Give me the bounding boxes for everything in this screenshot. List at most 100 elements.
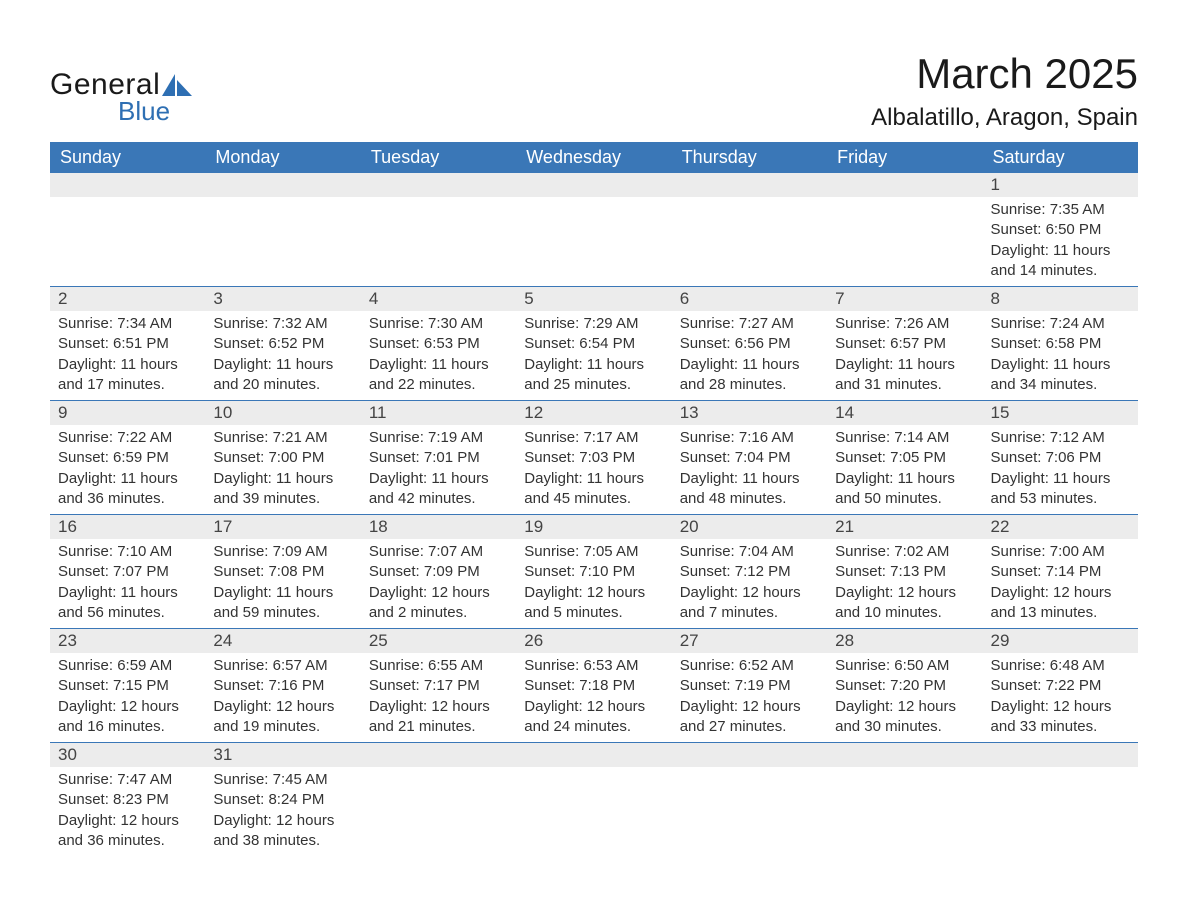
daylight-line-2: and 27 minutes. xyxy=(680,717,819,737)
day-details: Sunrise: 7:07 AMSunset: 7:09 PMDaylight:… xyxy=(361,539,516,628)
calendar-day-cell xyxy=(827,173,982,287)
sunset-line: Sunset: 7:10 PM xyxy=(524,562,663,582)
daylight-line-2: and 39 minutes. xyxy=(213,489,352,509)
calendar-day-cell: 23Sunrise: 6:59 AMSunset: 7:15 PMDayligh… xyxy=(50,629,205,743)
sunset-line: Sunset: 7:16 PM xyxy=(213,676,352,696)
sunset-line: Sunset: 7:01 PM xyxy=(369,448,508,468)
weekday-header: Tuesday xyxy=(361,142,516,173)
sunset-line: Sunset: 8:24 PM xyxy=(213,790,352,810)
sunset-line: Sunset: 7:03 PM xyxy=(524,448,663,468)
day-details: Sunrise: 7:27 AMSunset: 6:56 PMDaylight:… xyxy=(672,311,827,400)
daylight-line-2: and 33 minutes. xyxy=(991,717,1130,737)
sunset-line: Sunset: 7:04 PM xyxy=(680,448,819,468)
daylight-line-1: Daylight: 11 hours xyxy=(835,355,974,375)
daylight-line-1: Daylight: 11 hours xyxy=(524,355,663,375)
day-details: Sunrise: 7:02 AMSunset: 7:13 PMDaylight:… xyxy=(827,539,982,628)
day-number: 27 xyxy=(672,629,827,653)
daylight-line-2: and 36 minutes. xyxy=(58,489,197,509)
weekday-header: Friday xyxy=(827,142,982,173)
day-details xyxy=(983,767,1138,841)
day-number: 19 xyxy=(516,515,671,539)
sunrise-line: Sunrise: 6:53 AM xyxy=(524,656,663,676)
day-details: Sunrise: 7:22 AMSunset: 6:59 PMDaylight:… xyxy=(50,425,205,514)
sunset-line: Sunset: 7:13 PM xyxy=(835,562,974,582)
sunset-line: Sunset: 6:54 PM xyxy=(524,334,663,354)
calendar-day-cell: 1Sunrise: 7:35 AMSunset: 6:50 PMDaylight… xyxy=(983,173,1138,287)
day-details: Sunrise: 7:24 AMSunset: 6:58 PMDaylight:… xyxy=(983,311,1138,400)
daylight-line-1: Daylight: 11 hours xyxy=(835,469,974,489)
day-number: 11 xyxy=(361,401,516,425)
sunrise-line: Sunrise: 7:07 AM xyxy=(369,542,508,562)
day-number: 24 xyxy=(205,629,360,653)
day-details: Sunrise: 7:16 AMSunset: 7:04 PMDaylight:… xyxy=(672,425,827,514)
daylight-line-2: and 53 minutes. xyxy=(991,489,1130,509)
daylight-line-1: Daylight: 12 hours xyxy=(991,697,1130,717)
daylight-line-1: Daylight: 11 hours xyxy=(58,355,197,375)
sunset-line: Sunset: 7:08 PM xyxy=(213,562,352,582)
daylight-line-1: Daylight: 12 hours xyxy=(524,697,663,717)
day-details: Sunrise: 6:50 AMSunset: 7:20 PMDaylight:… xyxy=(827,653,982,742)
day-details xyxy=(205,197,360,271)
daylight-line-2: and 2 minutes. xyxy=(369,603,508,623)
sunset-line: Sunset: 6:57 PM xyxy=(835,334,974,354)
day-details xyxy=(361,197,516,271)
day-number: 12 xyxy=(516,401,671,425)
day-number xyxy=(50,173,205,197)
sunset-line: Sunset: 6:51 PM xyxy=(58,334,197,354)
day-number: 29 xyxy=(983,629,1138,653)
day-number xyxy=(516,743,671,767)
calendar-day-cell: 21Sunrise: 7:02 AMSunset: 7:13 PMDayligh… xyxy=(827,515,982,629)
day-number: 4 xyxy=(361,287,516,311)
daylight-line-2: and 10 minutes. xyxy=(835,603,974,623)
day-number xyxy=(672,173,827,197)
daylight-line-2: and 16 minutes. xyxy=(58,717,197,737)
calendar-day-cell: 12Sunrise: 7:17 AMSunset: 7:03 PMDayligh… xyxy=(516,401,671,515)
daylight-line-2: and 42 minutes. xyxy=(369,489,508,509)
day-number xyxy=(516,173,671,197)
day-number: 18 xyxy=(361,515,516,539)
day-details: Sunrise: 7:32 AMSunset: 6:52 PMDaylight:… xyxy=(205,311,360,400)
daylight-line-1: Daylight: 11 hours xyxy=(369,355,508,375)
daylight-line-1: Daylight: 11 hours xyxy=(680,355,819,375)
sunrise-line: Sunrise: 7:14 AM xyxy=(835,428,974,448)
sunset-line: Sunset: 7:06 PM xyxy=(991,448,1130,468)
daylight-line-1: Daylight: 11 hours xyxy=(369,469,508,489)
day-details xyxy=(672,197,827,271)
day-number: 7 xyxy=(827,287,982,311)
daylight-line-2: and 45 minutes. xyxy=(524,489,663,509)
day-number xyxy=(672,743,827,767)
sunset-line: Sunset: 7:14 PM xyxy=(991,562,1130,582)
day-details xyxy=(827,197,982,271)
day-details xyxy=(361,767,516,841)
daylight-line-1: Daylight: 11 hours xyxy=(58,583,197,603)
sunset-line: Sunset: 7:19 PM xyxy=(680,676,819,696)
brand-word-2: Blue xyxy=(118,96,192,127)
daylight-line-2: and 48 minutes. xyxy=(680,489,819,509)
daylight-line-2: and 34 minutes. xyxy=(991,375,1130,395)
daylight-line-2: and 56 minutes. xyxy=(58,603,197,623)
sunset-line: Sunset: 6:50 PM xyxy=(991,220,1130,240)
sunrise-line: Sunrise: 7:34 AM xyxy=(58,314,197,334)
sunrise-line: Sunrise: 6:48 AM xyxy=(991,656,1130,676)
daylight-line-1: Daylight: 12 hours xyxy=(835,583,974,603)
sunset-line: Sunset: 7:20 PM xyxy=(835,676,974,696)
page-header: General Blue March 2025 Albalatillo, Ara… xyxy=(50,50,1138,132)
sunrise-line: Sunrise: 7:12 AM xyxy=(991,428,1130,448)
calendar-day-cell: 7Sunrise: 7:26 AMSunset: 6:57 PMDaylight… xyxy=(827,287,982,401)
weekday-header: Saturday xyxy=(983,142,1138,173)
day-number: 23 xyxy=(50,629,205,653)
calendar-day-cell: 20Sunrise: 7:04 AMSunset: 7:12 PMDayligh… xyxy=(672,515,827,629)
day-number: 9 xyxy=(50,401,205,425)
day-details: Sunrise: 6:53 AMSunset: 7:18 PMDaylight:… xyxy=(516,653,671,742)
sunrise-line: Sunrise: 7:16 AM xyxy=(680,428,819,448)
weekday-header-row: Sunday Monday Tuesday Wednesday Thursday… xyxy=(50,142,1138,173)
daylight-line-1: Daylight: 12 hours xyxy=(58,697,197,717)
day-number: 3 xyxy=(205,287,360,311)
sunset-line: Sunset: 6:52 PM xyxy=(213,334,352,354)
day-number: 21 xyxy=(827,515,982,539)
day-details: Sunrise: 7:34 AMSunset: 6:51 PMDaylight:… xyxy=(50,311,205,400)
sunset-line: Sunset: 6:59 PM xyxy=(58,448,197,468)
sunrise-line: Sunrise: 7:02 AM xyxy=(835,542,974,562)
sunset-line: Sunset: 8:23 PM xyxy=(58,790,197,810)
calendar-week-row: 2Sunrise: 7:34 AMSunset: 6:51 PMDaylight… xyxy=(50,287,1138,401)
